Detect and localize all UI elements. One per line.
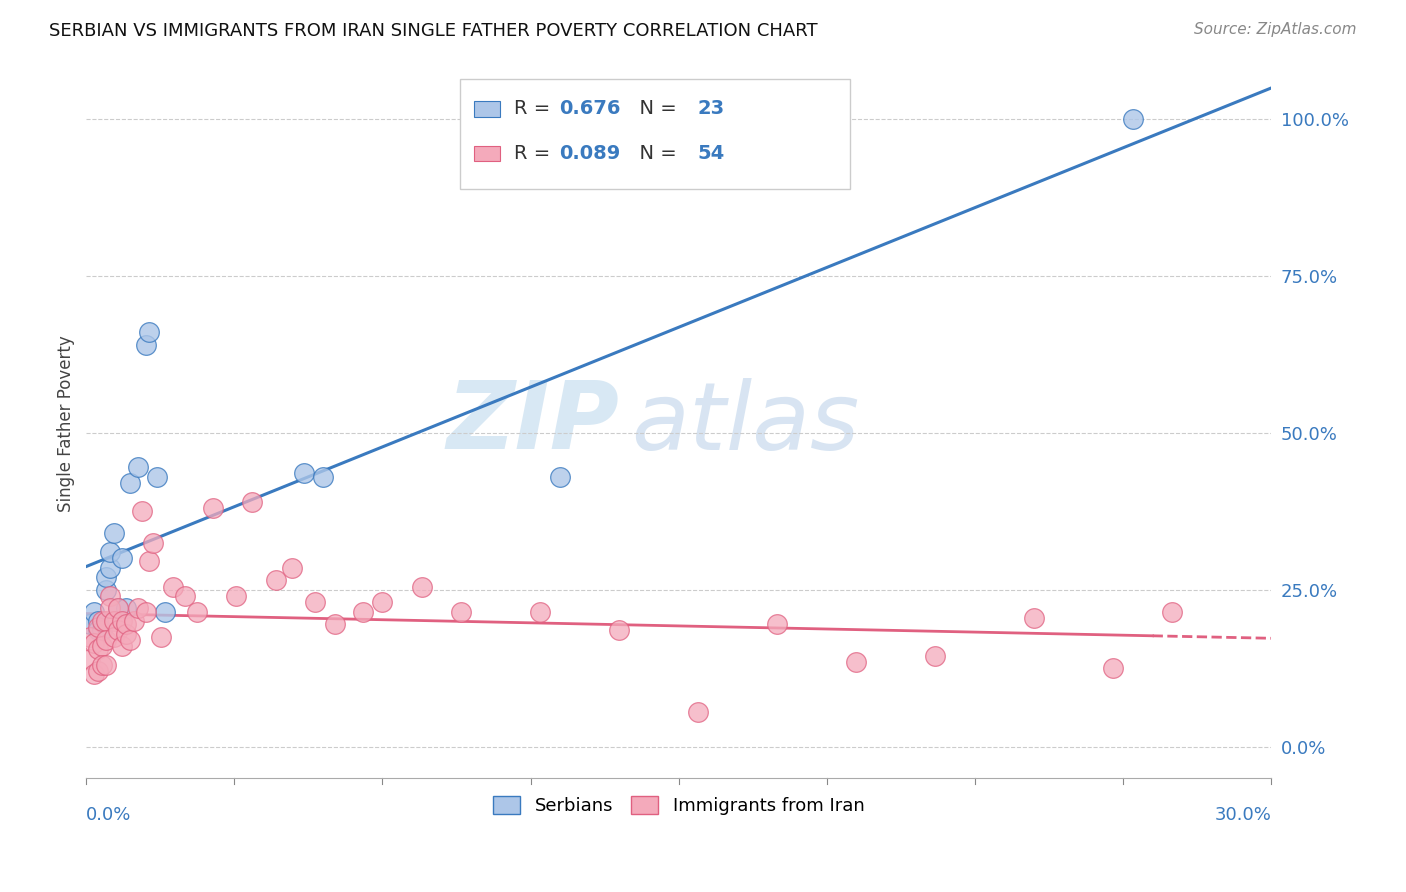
Point — [83, 667, 105, 681]
Text: 0.0%: 0.0% — [86, 806, 132, 824]
Text: R =: R = — [515, 100, 557, 119]
Point — [94, 582, 117, 597]
Point — [201, 501, 224, 516]
Point — [264, 573, 287, 587]
Point — [98, 545, 121, 559]
Point — [91, 639, 114, 653]
Point — [155, 605, 177, 619]
Point — [94, 658, 117, 673]
FancyBboxPatch shape — [460, 79, 851, 189]
Text: 30.0%: 30.0% — [1215, 806, 1271, 824]
Point — [87, 620, 110, 634]
Point — [118, 632, 141, 647]
Text: 54: 54 — [697, 145, 725, 163]
Point — [225, 589, 247, 603]
Point — [609, 624, 631, 638]
Point — [146, 469, 169, 483]
Point — [688, 705, 710, 719]
Point — [94, 614, 117, 628]
Point — [135, 338, 157, 352]
Point — [114, 617, 136, 632]
Point — [138, 325, 160, 339]
Point — [107, 601, 129, 615]
Point — [103, 614, 125, 628]
Text: N =: N = — [627, 145, 682, 163]
Point — [91, 624, 114, 638]
Point — [111, 551, 134, 566]
Point — [114, 626, 136, 640]
Point — [83, 605, 105, 619]
Point — [91, 614, 114, 628]
Point — [91, 658, 114, 673]
Point — [138, 554, 160, 568]
Point — [352, 605, 374, 619]
Point — [1024, 611, 1046, 625]
Point — [98, 560, 121, 574]
Point — [186, 605, 208, 619]
Point — [411, 580, 433, 594]
Point — [924, 648, 946, 663]
Text: atlas: atlas — [631, 378, 859, 469]
Point — [127, 460, 149, 475]
Point — [280, 560, 302, 574]
Point — [98, 601, 121, 615]
Point — [304, 595, 326, 609]
Point — [1102, 661, 1125, 675]
Text: Source: ZipAtlas.com: Source: ZipAtlas.com — [1194, 22, 1357, 37]
Point — [127, 601, 149, 615]
Point — [107, 624, 129, 638]
Y-axis label: Single Father Poverty: Single Father Poverty — [58, 334, 75, 512]
Point — [98, 589, 121, 603]
Point — [83, 636, 105, 650]
Text: 0.676: 0.676 — [560, 100, 620, 119]
Point — [87, 614, 110, 628]
Point — [135, 605, 157, 619]
Point — [111, 639, 134, 653]
Text: ZIP: ZIP — [447, 377, 620, 469]
Text: 23: 23 — [697, 100, 724, 119]
Text: 0.089: 0.089 — [560, 145, 620, 163]
Point — [450, 605, 472, 619]
Text: N =: N = — [627, 100, 682, 119]
Point — [240, 494, 263, 508]
Point — [529, 605, 551, 619]
Point — [150, 630, 173, 644]
Point — [323, 617, 346, 632]
Text: SERBIAN VS IMMIGRANTS FROM IRAN SINGLE FATHER POVERTY CORRELATION CHART: SERBIAN VS IMMIGRANTS FROM IRAN SINGLE F… — [49, 22, 818, 40]
Point — [174, 589, 197, 603]
Point — [142, 535, 165, 549]
FancyBboxPatch shape — [474, 101, 499, 117]
Point — [371, 595, 394, 609]
Point — [111, 614, 134, 628]
Point — [1161, 605, 1184, 619]
Point — [122, 614, 145, 628]
Point — [87, 624, 110, 638]
Point — [103, 630, 125, 644]
Point — [114, 601, 136, 615]
Point — [118, 475, 141, 490]
Point — [79, 617, 101, 632]
Point — [766, 617, 789, 632]
Point — [94, 632, 117, 647]
Point — [103, 526, 125, 541]
Point — [94, 570, 117, 584]
Point — [79, 651, 101, 665]
Point — [162, 580, 184, 594]
Point — [79, 630, 101, 644]
Text: R =: R = — [515, 145, 557, 163]
Legend: Serbians, Immigrants from Iran: Serbians, Immigrants from Iran — [486, 789, 872, 822]
Point — [845, 655, 868, 669]
Point — [1122, 112, 1144, 126]
Point — [312, 469, 335, 483]
Point — [131, 504, 153, 518]
Point — [87, 665, 110, 679]
Point — [292, 467, 315, 481]
Point — [548, 469, 571, 483]
FancyBboxPatch shape — [474, 146, 499, 161]
Point — [87, 642, 110, 657]
Point — [107, 601, 129, 615]
